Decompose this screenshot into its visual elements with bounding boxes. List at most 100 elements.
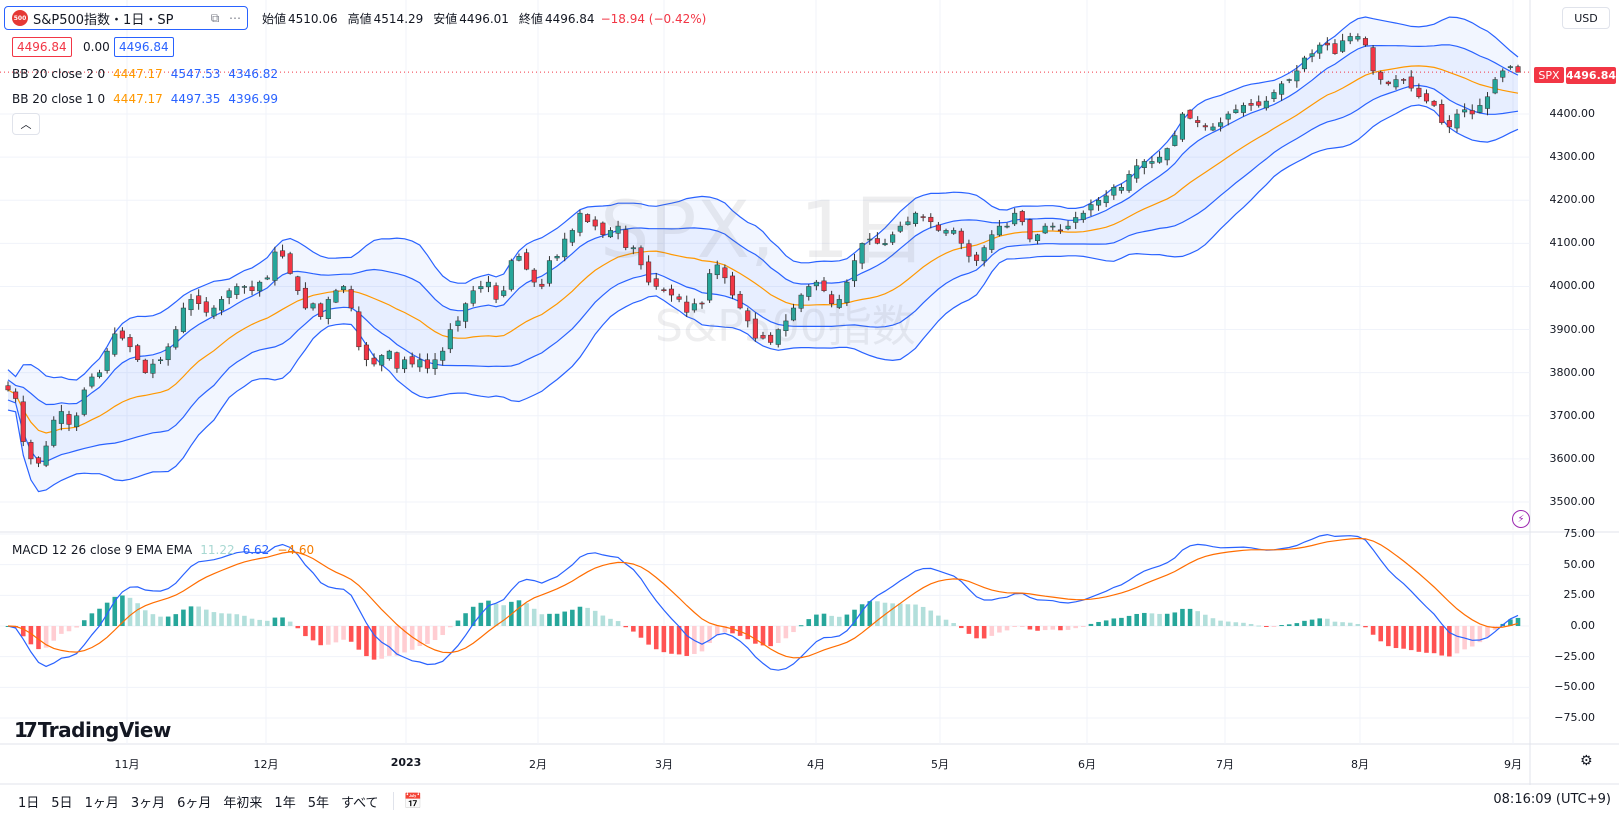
currency-selector[interactable]: USD (1562, 7, 1610, 29)
macd-hist-bar (364, 626, 369, 657)
bb1-legend[interactable]: BB 20 close 1 0 4447.17 4497.35 4396.99 (12, 92, 278, 106)
range-button-8[interactable]: すべて (340, 795, 379, 811)
candle (272, 251, 278, 281)
range-button-0[interactable]: 1日 (18, 795, 40, 811)
macd-hist-bar (1172, 612, 1178, 626)
candle (729, 275, 736, 296)
range-button-7[interactable]: 5年 (307, 795, 329, 811)
open-label: 始値 (262, 12, 287, 26)
macd-hist-bar (188, 606, 194, 626)
candle (752, 318, 758, 339)
candle (96, 372, 103, 377)
macd-hist-bar (592, 610, 598, 626)
macd-hist-bar (1073, 626, 1078, 629)
candle (432, 359, 438, 369)
candle (1225, 113, 1231, 120)
macd-legend[interactable]: MACD 12 26 close 9 EMA EMA 11.22 6.62 −4… (12, 543, 314, 557)
macd-hist-bar (81, 620, 87, 626)
buy-price-button[interactable]: 4496.84 (114, 37, 174, 57)
time-tick: 2月 (529, 758, 547, 771)
macd-hist-bar (272, 617, 278, 626)
macd-hist-bar (43, 626, 49, 648)
clock[interactable]: 08:16:09 (UTC+9) (1493, 792, 1611, 807)
candle (119, 330, 125, 339)
bb2-legend[interactable]: BB 20 close 2 0 4447.17 4547.53 4346.82 (12, 67, 278, 81)
macd-hist-bar (1210, 618, 1216, 626)
macd-hist-bar (59, 626, 64, 634)
sell-price-button[interactable]: 4496.84 (12, 37, 72, 57)
macd-hist-bar (394, 626, 400, 656)
macd-hist-bar (181, 609, 186, 626)
candle (996, 225, 1002, 236)
candle (51, 419, 57, 446)
time-tick: 4月 (807, 758, 825, 771)
time-tick: 9月 (1504, 758, 1522, 771)
open-value: 4510.06 (288, 11, 338, 26)
range-button-1[interactable]: 5日 (51, 795, 73, 811)
macd-hist-bar (219, 613, 224, 626)
macd-hist-bar (1233, 622, 1239, 626)
macd-line-value: 6.62 (242, 543, 270, 557)
collapse-legend-button[interactable]: ︿ (12, 113, 40, 135)
separator (392, 792, 394, 810)
candle (173, 329, 179, 348)
price-tick: 3500.00 (1549, 495, 1596, 508)
macd-hist-bar (1096, 621, 1101, 626)
candle (287, 253, 293, 274)
candle (1484, 96, 1491, 109)
candle (844, 281, 850, 303)
candle (424, 359, 430, 369)
candle (1507, 66, 1513, 68)
range-button-5[interactable]: 年初来 (223, 795, 263, 811)
compare-icon[interactable]: ⧉ (210, 10, 220, 25)
macd-hist-bar (165, 616, 171, 626)
candle (1035, 234, 1041, 241)
candle (798, 294, 804, 309)
macd-hist-bar (425, 626, 430, 644)
tradingview-logo[interactable]: 17 TradingView (14, 718, 171, 742)
macd-hist-bar (676, 626, 682, 655)
bb2-name[interactable]: BB 20 close 2 0 (12, 67, 106, 81)
macd-hist-bar (257, 619, 262, 626)
candle (104, 350, 110, 371)
macd-hist-bar (249, 618, 255, 626)
macd-hist-bar (36, 626, 41, 650)
candle (13, 391, 19, 399)
candle (1393, 79, 1399, 88)
time-tick: 12月 (253, 758, 279, 771)
symbol-search-box[interactable]: 500 S&P500指数・1日・SP ⧉ ⋯ (4, 6, 248, 30)
candle (691, 303, 697, 311)
macd-hist-bar (1126, 615, 1132, 626)
candle (1401, 79, 1407, 81)
more-dots-icon[interactable]: ⋯ (229, 11, 241, 25)
candle (241, 286, 247, 288)
macd-hist-bar (1401, 626, 1406, 649)
candle (1172, 135, 1178, 146)
macd-hist-bar (1515, 617, 1521, 626)
gear-icon[interactable]: ⚙ (1580, 753, 1593, 769)
candle (348, 289, 354, 309)
time-tick: 8月 (1351, 758, 1369, 771)
candle (989, 234, 995, 250)
close-value: 4496.84 (544, 11, 595, 26)
lightning-icon[interactable]: ⚡ (1512, 510, 1530, 528)
macd-hist-bar (714, 626, 720, 636)
macd-hist-bar (142, 610, 148, 626)
candle (5, 385, 11, 391)
range-button-4[interactable]: 6ヶ月 (177, 795, 212, 811)
macd-hist-bar (333, 626, 339, 643)
macd-name[interactable]: MACD 12 26 close 9 EMA EMA (12, 543, 193, 557)
range-button-2[interactable]: 1ヶ月 (84, 795, 119, 811)
date-range-icon[interactable]: 📅 (403, 792, 423, 810)
time-tick: 5月 (931, 758, 949, 771)
candle (661, 289, 667, 292)
candle (630, 247, 636, 250)
candle (874, 238, 880, 244)
range-button-3[interactable]: 3ヶ月 (130, 795, 166, 811)
bb1-name[interactable]: BB 20 close 1 0 (12, 92, 106, 106)
macd-hist-bar (1020, 626, 1025, 627)
range-button-6[interactable]: 1年 (274, 795, 296, 811)
symbol-title[interactable]: S&P500指数・1日・SP (33, 12, 174, 28)
macd-hist-bar (897, 603, 903, 626)
